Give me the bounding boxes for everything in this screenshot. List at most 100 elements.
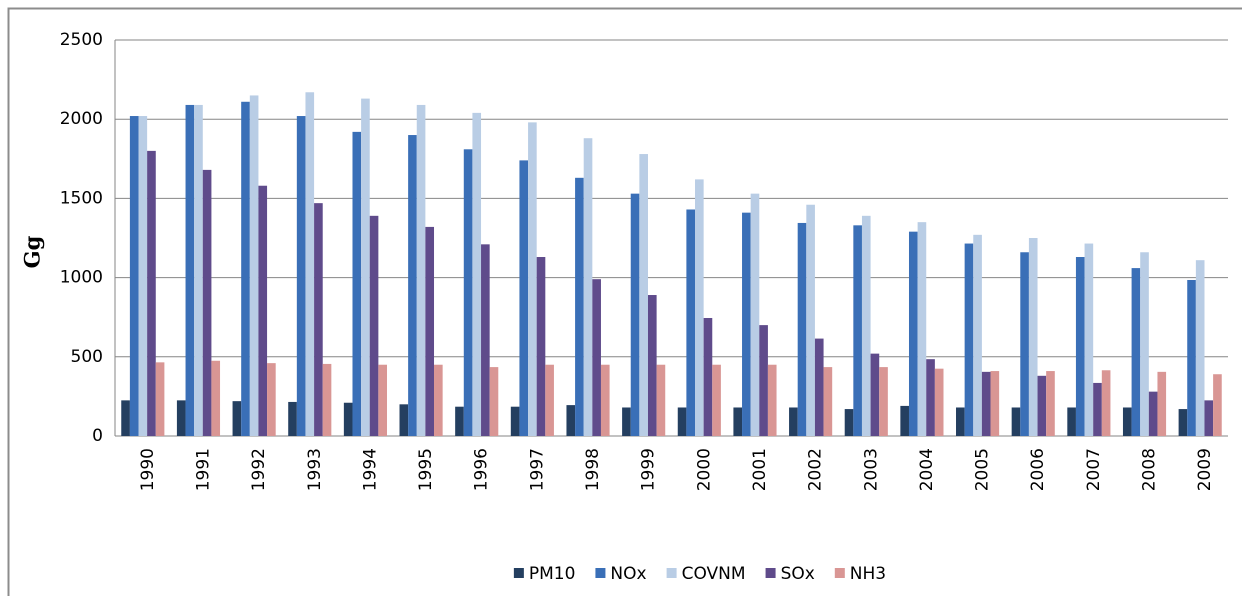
bar — [288, 401, 297, 436]
x-tick-label: 2008 — [1140, 448, 1160, 491]
bar — [1046, 371, 1055, 436]
bar — [797, 222, 807, 436]
bar — [926, 359, 935, 436]
legend-swatch — [666, 568, 677, 578]
bar — [138, 116, 148, 437]
bar — [600, 364, 610, 436]
x-tick-label: 2005 — [973, 448, 993, 491]
bar — [545, 364, 554, 436]
legend-label: SOx — [781, 564, 815, 584]
bar — [378, 364, 387, 436]
legend-swatch — [513, 568, 524, 578]
bar — [1187, 279, 1196, 436]
bar — [416, 104, 426, 436]
x-tick-label: 2000 — [694, 448, 714, 491]
bar — [712, 364, 721, 436]
bar — [759, 325, 768, 436]
x-tick-label: 2006 — [1028, 448, 1048, 491]
x-tick-label: 1996 — [472, 448, 492, 491]
bar — [510, 406, 520, 436]
bar — [677, 407, 687, 436]
x-tick-label: 1994 — [360, 448, 380, 491]
bar — [1011, 407, 1021, 436]
bar — [1157, 371, 1167, 436]
bar — [981, 371, 991, 436]
bar — [686, 209, 696, 436]
bar — [870, 353, 880, 436]
legend-label: PM10 — [529, 564, 576, 584]
bar — [973, 234, 982, 436]
bar — [1204, 400, 1214, 436]
y-tick-label: 1000 — [60, 268, 103, 288]
bar — [352, 131, 362, 436]
bar — [176, 400, 186, 436]
bar — [1213, 374, 1222, 436]
bar — [1122, 407, 1132, 436]
x-tick-label: 2003 — [861, 448, 881, 491]
bar — [844, 409, 854, 436]
bar — [917, 222, 927, 436]
x-tick-label: 2007 — [1084, 448, 1104, 491]
bar — [647, 295, 657, 436]
bar — [566, 405, 576, 436]
x-tick-label: 1997 — [527, 448, 547, 491]
bar — [703, 317, 713, 436]
bar — [879, 367, 888, 436]
bar — [232, 401, 242, 436]
bar — [1084, 243, 1094, 436]
legend-swatch — [765, 568, 776, 578]
bar — [296, 116, 306, 437]
bar — [322, 363, 332, 436]
legend-swatch — [595, 568, 606, 578]
x-tick-label: 1999 — [639, 448, 659, 491]
bar — [202, 169, 212, 436]
bar — [267, 363, 276, 436]
bar — [472, 112, 482, 436]
bar — [528, 122, 537, 437]
bar — [343, 402, 353, 436]
bar — [1037, 375, 1047, 436]
y-tick-label: 500 — [71, 347, 103, 367]
y-tick-label: 1500 — [60, 188, 103, 208]
x-tick-label: 1998 — [583, 448, 603, 491]
x-tick-label: 2004 — [917, 448, 937, 491]
bar — [583, 138, 593, 436]
bar — [806, 204, 815, 436]
x-tick-label: 1995 — [416, 448, 436, 491]
bar — [853, 225, 862, 436]
bar — [1140, 252, 1149, 436]
bar — [249, 95, 259, 436]
bar — [695, 179, 704, 436]
bar — [1101, 370, 1111, 436]
y-tick-label: 2000 — [60, 109, 103, 129]
bar — [814, 338, 824, 436]
bar — [1075, 257, 1085, 436]
bar — [519, 160, 529, 436]
x-tick-label: 1992 — [249, 448, 269, 491]
y-tick-label: 2500 — [60, 30, 103, 50]
bar — [1093, 382, 1102, 436]
x-tick-label: 2001 — [750, 448, 770, 491]
bar — [742, 212, 751, 436]
bar — [1131, 268, 1141, 436]
x-tick-label: 2002 — [806, 448, 826, 491]
bar — [434, 364, 443, 436]
bar — [750, 193, 760, 436]
bar — [305, 92, 315, 436]
bar — [194, 104, 203, 436]
bar — [258, 185, 268, 436]
y-axis-label: Gg — [20, 235, 45, 268]
bar — [463, 149, 473, 436]
bar — [1148, 391, 1158, 436]
bar — [489, 367, 499, 436]
bar — [934, 368, 944, 436]
bar — [147, 150, 156, 436]
bar — [241, 101, 250, 436]
bar — [455, 406, 464, 436]
bar — [155, 362, 165, 436]
bar — [121, 400, 130, 436]
bar — [767, 364, 777, 436]
bar — [129, 116, 139, 437]
bar — [399, 404, 409, 436]
bar — [900, 405, 909, 436]
